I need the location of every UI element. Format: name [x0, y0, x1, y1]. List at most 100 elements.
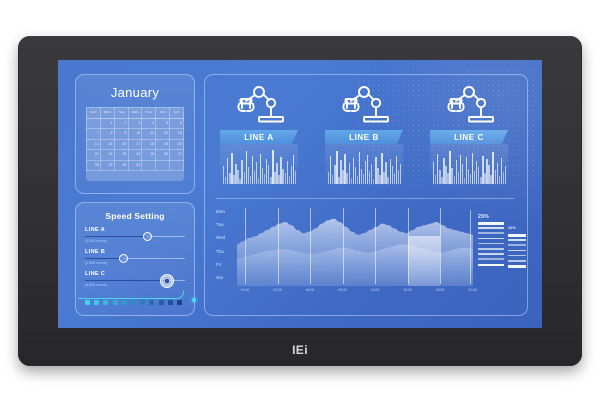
percent-bar: [508, 234, 526, 237]
line-card-line-c[interactable]: LINE C: [426, 84, 512, 190]
mini-bar: [259, 154, 262, 184]
mini-bar: [379, 175, 381, 184]
calendar-day-cell[interactable]: 26: [155, 149, 171, 161]
mini-bar: [397, 170, 400, 184]
calendar-day-cell[interactable]: 1: [99, 117, 115, 129]
calendar-day-cell[interactable]: 2: [113, 117, 129, 129]
calendar-day-cell[interactable]: 19: [155, 138, 171, 150]
dot-texture: [356, 68, 536, 188]
mini-bar: [484, 173, 486, 184]
calendar-table[interactable]: SUN MON TUE WED THU FRI SAT 1 2 3 4 5 6 7 8 9 10 11 12 13 1…: [86, 107, 184, 171]
mini-bar: [280, 157, 282, 184]
line-mini-bar-chart: [430, 144, 508, 188]
calendar-day-cell[interactable]: 9: [113, 128, 129, 140]
slider-knob[interactable]: [160, 273, 174, 288]
indicator-dot[interactable]: [149, 300, 155, 305]
calendar-day-cell[interactable]: 21: [86, 149, 101, 161]
chart-y-label: Wed: [216, 235, 226, 241]
calendar-day-cell[interactable]: 24: [127, 149, 143, 161]
calendar-day-cell[interactable]: 14: [86, 138, 101, 150]
calendar-day-header: SUN: [86, 107, 101, 119]
calendar-grid[interactable]: SUN MON TUE WED THU FRI SAT 1 2 3 4 5 6 7 8 9 10 11 12 13 1…: [86, 107, 184, 181]
mini-bar: [223, 166, 225, 184]
speed-slider-line-a[interactable]: LINE A (3000 mm/s): [85, 227, 185, 249]
calendar-day-cell[interactable]: 15: [99, 138, 115, 150]
mini-bar: [461, 164, 464, 184]
line-card-line-b[interactable]: LINE B: [321, 84, 407, 190]
mini-bar: [486, 159, 488, 184]
calendar-day-cell[interactable]: 8: [99, 128, 115, 140]
calendar-header-row: SUN MON TUE WED THU FRI SAT: [86, 107, 184, 119]
mini-bar: [476, 161, 478, 184]
speed-slider-line-b[interactable]: LINE B (1900 mm/s): [85, 249, 185, 271]
slider-knob[interactable]: [142, 232, 152, 242]
calendar-day-cell[interactable]: 6: [169, 117, 184, 129]
calendar-day-cell[interactable]: 16: [113, 138, 129, 150]
mini-bar: [465, 157, 468, 184]
speed-slider-list[interactable]: LINE A (3000 mm/s) LINE B (1900 mm/s) LINE C…: [85, 227, 185, 293]
calendar-day-cell[interactable]: 4: [141, 117, 157, 129]
calendar-day-cell[interactable]: 27: [169, 149, 184, 161]
calendar-day-cell[interactable]: 5: [155, 117, 171, 129]
mini-bar: [344, 154, 346, 184]
calendar-day-cell[interactable]: 12: [155, 128, 171, 140]
calendar-day-cell[interactable]: 22: [99, 149, 115, 161]
line-card-line-a[interactable]: LINE A: [216, 84, 302, 190]
mini-bar: [459, 155, 462, 184]
mini-bar: [387, 177, 389, 184]
calendar-day-cell[interactable]: 17: [127, 138, 143, 150]
mini-bar: [383, 172, 385, 184]
indicator-dot[interactable]: [85, 300, 90, 305]
indicator-dot[interactable]: [177, 300, 182, 305]
calendar-day-cell[interactable]: 28: [86, 159, 101, 171]
slider-track[interactable]: [85, 236, 185, 238]
indicator-dot[interactable]: [94, 300, 100, 305]
slider-label: LINE C: [85, 271, 106, 277]
calendar-day-cell[interactable]: 13: [169, 128, 184, 140]
calendar-day-cell[interactable]: 3: [127, 117, 143, 129]
chart-x-label: 09:00: [338, 288, 347, 292]
indicator-dot[interactable]: [103, 300, 109, 305]
mini-bar: [364, 161, 367, 184]
mini-bar: [338, 177, 340, 184]
indicator-dot-row[interactable]: [85, 300, 185, 306]
line-banner[interactable]: LINE A: [220, 130, 298, 144]
calendar-day-cell[interactable]: 20: [169, 138, 184, 150]
indicator-dot[interactable]: [140, 300, 146, 305]
calendar-day-cell[interactable]: 18: [141, 138, 157, 150]
speed-setting-panel: Speed Setting LINE A (3000 mm/s) LINE B (19…: [75, 202, 196, 316]
mini-bar: [453, 176, 455, 184]
indicator-dot[interactable]: [121, 300, 127, 305]
indicator-dot[interactable]: [112, 300, 118, 305]
calendar-day-cell[interactable]: 30: [113, 159, 129, 171]
calendar-day-cell[interactable]: 23: [113, 149, 129, 161]
accent-glow-line: [78, 291, 184, 299]
line-banner[interactable]: LINE C: [430, 130, 508, 144]
mini-bar: [334, 165, 336, 184]
calendar-day-cell[interactable]: 25: [141, 149, 157, 161]
line-banner-label: LINE C: [454, 132, 484, 142]
mini-bar: [266, 159, 268, 184]
calendar-day-cell[interactable]: 11: [141, 128, 157, 140]
calendar-body[interactable]: 1 2 3 4 5 6 7 8 9 10 11 12 13 14 15 16 17 18 19 20 21 22 23 24 2…: [86, 117, 184, 171]
slider-track[interactable]: [85, 280, 185, 282]
slider-fill: [85, 280, 167, 282]
mini-bar: [369, 171, 371, 184]
calendar-day-cell[interactable]: 7: [86, 128, 101, 140]
indicator-dot[interactable]: [131, 300, 136, 305]
mini-bar: [241, 160, 243, 184]
calendar-month-title: January: [110, 85, 160, 100]
slider-track[interactable]: [85, 258, 185, 260]
percent-label: 25%: [478, 214, 489, 220]
calendar-day-cell[interactable]: 29: [99, 159, 115, 171]
calendar-day-cell[interactable]: 31: [127, 159, 143, 171]
calendar-day-cell[interactable]: 10: [127, 128, 143, 140]
indicator-dot[interactable]: [158, 300, 164, 305]
slider-knob[interactable]: [118, 254, 128, 264]
mini-bar: [270, 177, 272, 184]
line-mini-bar-chart: [325, 144, 403, 188]
line-banner[interactable]: LINE B: [325, 130, 403, 144]
speed-slider-line-c[interactable]: LINE C (4500 mm/s): [85, 271, 185, 293]
indicator-dot[interactable]: [167, 300, 173, 305]
percent-label: 10%: [508, 226, 517, 230]
